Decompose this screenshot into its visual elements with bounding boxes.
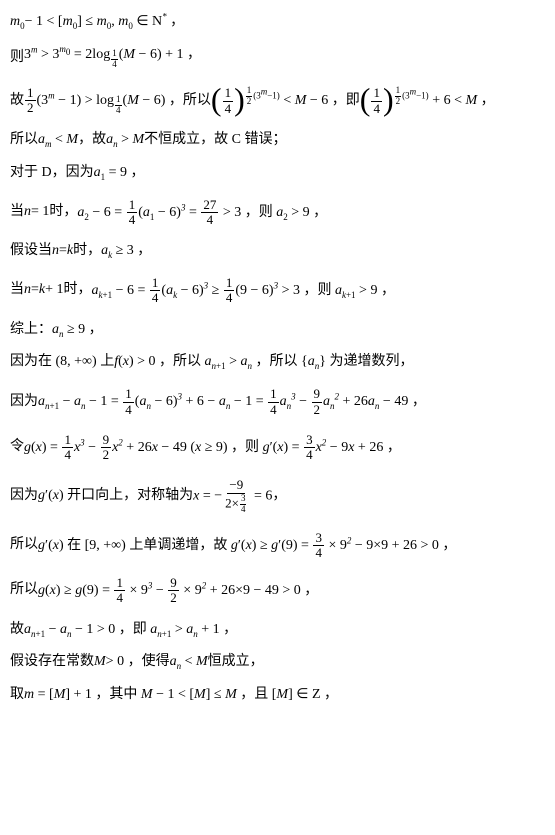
line-16: 故 an+1 − an − 1 > 0 ，即 an+1 > an + 1 ， <box>10 622 545 639</box>
line-11: 因为 an+1 − an − 1 = 14(an − 6)3 + 6 − an … <box>10 387 545 417</box>
line-17: 假设存在常数 M > 0 ，使得 an < M 恒成立， <box>10 654 545 671</box>
line-14: 所以 g′(x) 在 [9, +∞) 上单调递增，故 g′(x) ≥ g′(9)… <box>10 531 545 561</box>
line-5: 对于 D，因为 a1 = 9 ， <box>10 165 545 182</box>
line-2: 则 3m > 3m0 = 2log14(M − 6) + 1 ， <box>10 47 545 70</box>
line-13: 因为 g′(x) 开口向上，对称轴为 x = −−92×34 = 6 ， <box>10 478 545 514</box>
line-1: m0− 1 < [m0] ≤ m0, m0 ∈ N* ， <box>10 14 545 31</box>
line-18: 取 m = [M] + 1 ，其中 M − 1 < [M] ≤ M ，且 [M]… <box>10 687 545 704</box>
line-8: 当 n = k + 1时， ak+1 − 6 = 14(ak − 6)3 ≥ 1… <box>10 276 545 306</box>
line-10: 因为在 (8, +∞) 上 f(x) > 0 ，所以 an+1 > an ，所以… <box>10 354 545 371</box>
line-4: 所以 am < M ，故 an > M 不恒成立，故 C 错误； <box>10 132 545 149</box>
line-3: 故 12(3m − 1) > log14(M − 6) ，所以 (14)12(3… <box>10 86 545 116</box>
line-15: 所以 g(x) ≥ g(9) = 14 × 93 − 92 × 92 + 26×… <box>10 576 545 606</box>
line-6: 当 n = 1时， a2 − 6 = 14(a1 − 6)3 = 274 > 3… <box>10 198 545 228</box>
line-12: 令 g(x) = 14x3 − 92x2 + 26x − 49 (x ≥ 9) … <box>10 433 545 463</box>
line-7: 假设当 n = k 时， ak ≥ 3 ， <box>10 243 545 260</box>
line-9: 综上：an ≥ 9 ， <box>10 322 545 339</box>
